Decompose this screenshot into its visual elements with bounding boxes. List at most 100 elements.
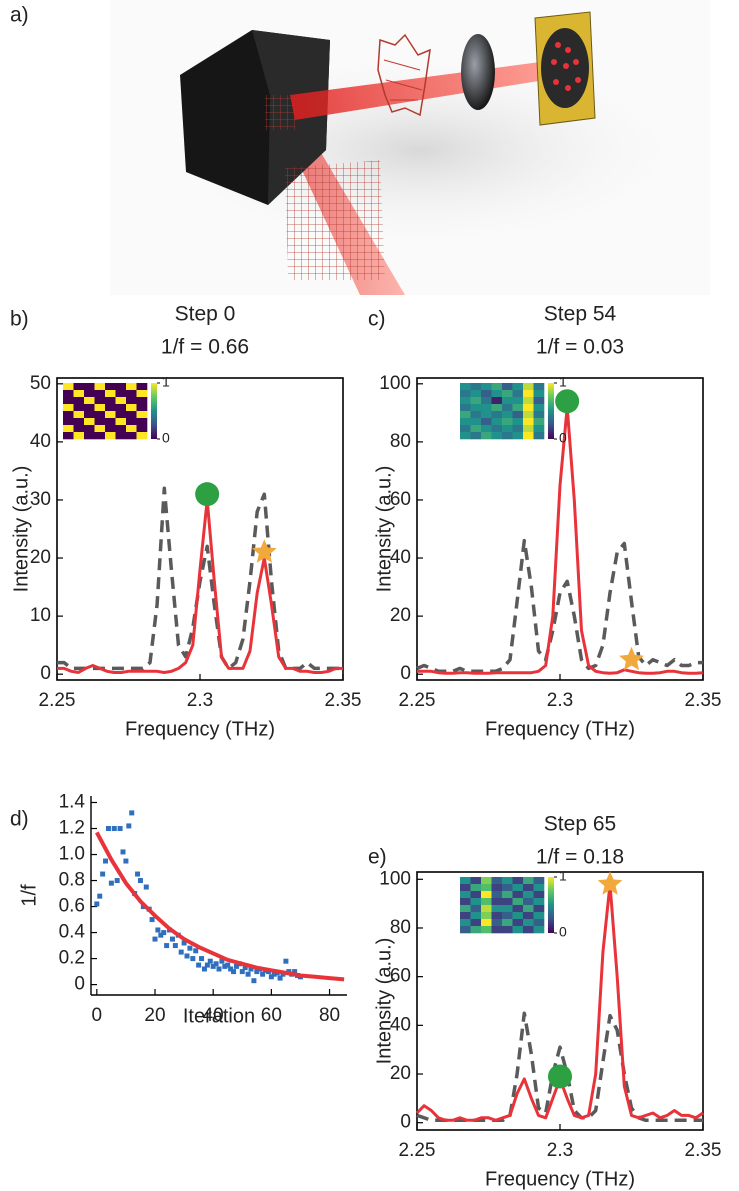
box-mask [265,95,295,130]
scatter-point [103,858,109,864]
scatter-point [152,936,158,942]
heatmap-cell [481,919,492,927]
heatmap-cell [94,397,106,405]
heatmap-cell [94,404,106,412]
heatmap-cell [502,898,513,906]
scatter-point [199,956,205,962]
panel-label: e) [368,846,387,869]
heatmap-cell [502,926,513,934]
sample-dots [551,42,581,91]
heatmap-cell [523,383,534,391]
y-tick-label: 0 [74,974,85,995]
x-tick-label: 40 [203,1005,224,1026]
scatter-point [271,971,277,977]
heatmap-cell [470,912,482,920]
colorbar [151,383,157,439]
heatmap-cell [126,383,137,391]
scatter-point [181,940,187,946]
panel-label: b) [10,308,29,331]
heatmap-cell [512,432,524,440]
heatmap-cell [491,926,503,934]
heatmap-cell [63,404,74,412]
heatmap-cell [512,425,524,433]
heatmap-cell [512,418,524,426]
heatmap-cell [523,905,534,913]
scatter-point [268,974,274,980]
heatmap-cell [460,877,471,885]
heatmap-cell [523,432,534,440]
heatmap-cell [105,397,116,405]
heatmap-cell [470,926,482,934]
heatmap-cell [533,884,545,892]
heatmap-cell [73,411,85,419]
heatmap-cell [84,432,95,440]
heatmap-cell [126,397,137,405]
x-axis-label: Frequency (THz) [485,718,635,740]
y-tick-label: 100 [379,373,411,394]
scatter-point [248,966,254,972]
scatter-point [94,901,100,907]
y-tick-label: 0 [400,1112,411,1133]
heatmap-cell [470,905,482,913]
heatmap-cell [502,397,513,405]
heatmap-cell [460,425,471,433]
heatmap-cell [512,912,524,920]
heatmap-cell [481,411,492,419]
heatmap-cell [523,919,534,927]
y-tick-label: 0 [40,663,51,684]
heatmap-cell [512,891,524,899]
heatmap-cell [502,884,513,892]
scatter-point [100,871,106,877]
chart-subtitle: 1/f = 0.18 [536,846,624,869]
scatter-point [105,826,111,832]
y-tick-label: 1.0 [59,844,85,865]
circle-marker [195,482,220,507]
heatmap-cell [470,877,482,885]
heatmap-cell [491,919,503,927]
heatmap-cell [512,884,524,892]
heatmap-cell [491,891,503,899]
heatmap-cell [491,898,503,906]
heatmap-cell [533,383,545,391]
panel-label: c) [368,308,386,331]
heatmap-cell [533,418,545,426]
chart-title: Step 65 [544,813,616,836]
heatmap-cell [115,383,127,391]
x-tick-label: 80 [319,1005,340,1026]
heatmap-cell [136,425,148,433]
scatter-point [251,978,257,984]
heatmap-cell [523,418,534,426]
plot-frame [56,377,344,681]
heatmap-cell [63,383,74,391]
heatmap-cell [491,425,503,433]
heatmap-cell [84,418,95,426]
heatmap-cell [136,432,148,440]
x-tick-label: 2.35 [325,690,362,711]
scatter-point [108,880,114,886]
heatmap-cell [136,418,148,426]
x-tick-label: 60 [261,1005,282,1026]
heatmap-cell [533,877,545,885]
heatmap-cell [502,891,513,899]
chart-subtitle: 1/f = 0.66 [161,336,249,359]
scatter-point [114,878,120,884]
heatmap-cell [512,397,524,405]
x-axis-label: Iteration [183,1005,255,1027]
panel-label: d) [10,808,29,831]
heatmap-cell [502,411,513,419]
heatmap-cell [136,390,148,398]
scatter-point [207,958,213,964]
colorbar [548,877,554,933]
heatmap-cell [533,891,545,899]
heatmap-cell [502,432,513,440]
scatter-point [169,936,175,942]
heatmap-cell [105,411,116,419]
heatmap-cell [115,418,127,426]
heatmap-cell [512,390,524,398]
heatmap-cell [502,877,513,885]
heatmap-cell [73,432,85,440]
heatmap-cell [460,912,471,920]
scatter-point [216,966,222,972]
colorbar-tick-label: 1 [559,868,567,884]
heatmap-cell [470,432,482,440]
